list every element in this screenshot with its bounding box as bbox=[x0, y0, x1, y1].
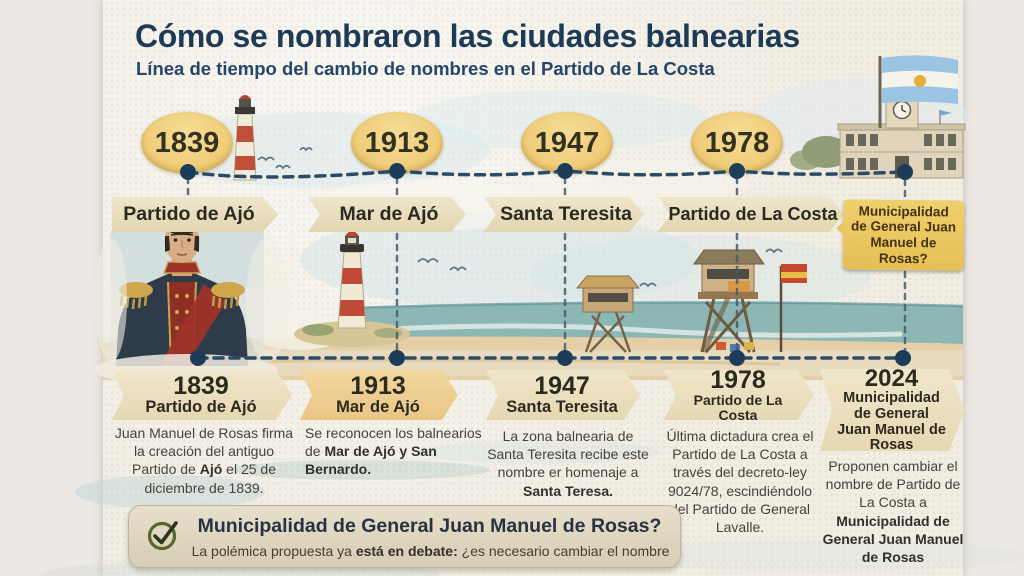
timeline-label-santa-teresita: Santa Teresita bbox=[484, 197, 644, 232]
year-badge-1839: 1839 bbox=[141, 112, 233, 174]
question-box: Municipalidad de General Juan Manuel de … bbox=[842, 199, 965, 271]
callout-title: Municipalidad de General Juan Manuel de … bbox=[197, 515, 662, 537]
entry-name: Mar de Ajó bbox=[336, 398, 420, 417]
entry-description-1978: Última dictadura crea el Partido de La C… bbox=[666, 428, 814, 535]
entry-year: 1947 bbox=[534, 371, 590, 400]
year-badge-1947: 1947 bbox=[521, 112, 613, 174]
entry-description-2024: Proponen cambiar el nombre de Partido de… bbox=[822, 458, 964, 565]
entry-name: Municipalidad de General Juan Manuel de … bbox=[837, 390, 946, 454]
page-subtitle: Línea de tiempo del cambio de nombres en… bbox=[136, 58, 715, 79]
timeline-entry-flag-1913: 1913 Mar de Ajó bbox=[300, 370, 458, 420]
timeline-label-mar-de-ajo: Mar de Ajó bbox=[308, 197, 466, 232]
timeline-label-partido-de-ajo: Partido de Ajó bbox=[112, 197, 278, 232]
timeline-entry-flag-2024: 2024 Municipalidad de General Juan Manue… bbox=[820, 369, 965, 451]
callout-subtitle: La polémica propuesta ya está en debate:… bbox=[191, 543, 670, 559]
page-title: Cómo se nombraron las ciudades balnearia… bbox=[135, 18, 800, 54]
check-icon bbox=[147, 521, 178, 551]
timeline-entry-flag-1947: 1947 Santa Teresita bbox=[486, 370, 640, 420]
year-badge-1978: 1978 bbox=[691, 112, 783, 174]
timeline-entry-flag-1839: 1839 Partido de Ajó bbox=[112, 370, 292, 420]
year-badge-1913: 1913 bbox=[351, 112, 443, 174]
entry-name: Santa Teresita bbox=[506, 398, 618, 417]
timeline-label-partido-de-la-costa: Partido de La Costa bbox=[658, 197, 844, 232]
entry-year: 1839 bbox=[173, 371, 229, 400]
entry-description-1913: Se reconocen los balnearios de Mar de Aj… bbox=[305, 425, 482, 478]
entry-year: 2024 bbox=[864, 365, 919, 393]
entry-description-1947: La zona balnearia de Santa Teresita reci… bbox=[487, 428, 649, 499]
entry-description-1839: Juan Manuel de Rosas firma la creación d… bbox=[114, 425, 294, 496]
entry-name: Partido de La Costa bbox=[693, 392, 783, 424]
debate-callout: Municipalidad de General Juan Manuel de … bbox=[128, 505, 681, 568]
entry-name: Partido de Ajó bbox=[145, 398, 257, 417]
entry-year: 1978 bbox=[710, 365, 766, 394]
entry-year: 1913 bbox=[350, 371, 406, 400]
timeline-entry-flag-1978: 1978 Partido de La Costa bbox=[664, 370, 814, 420]
